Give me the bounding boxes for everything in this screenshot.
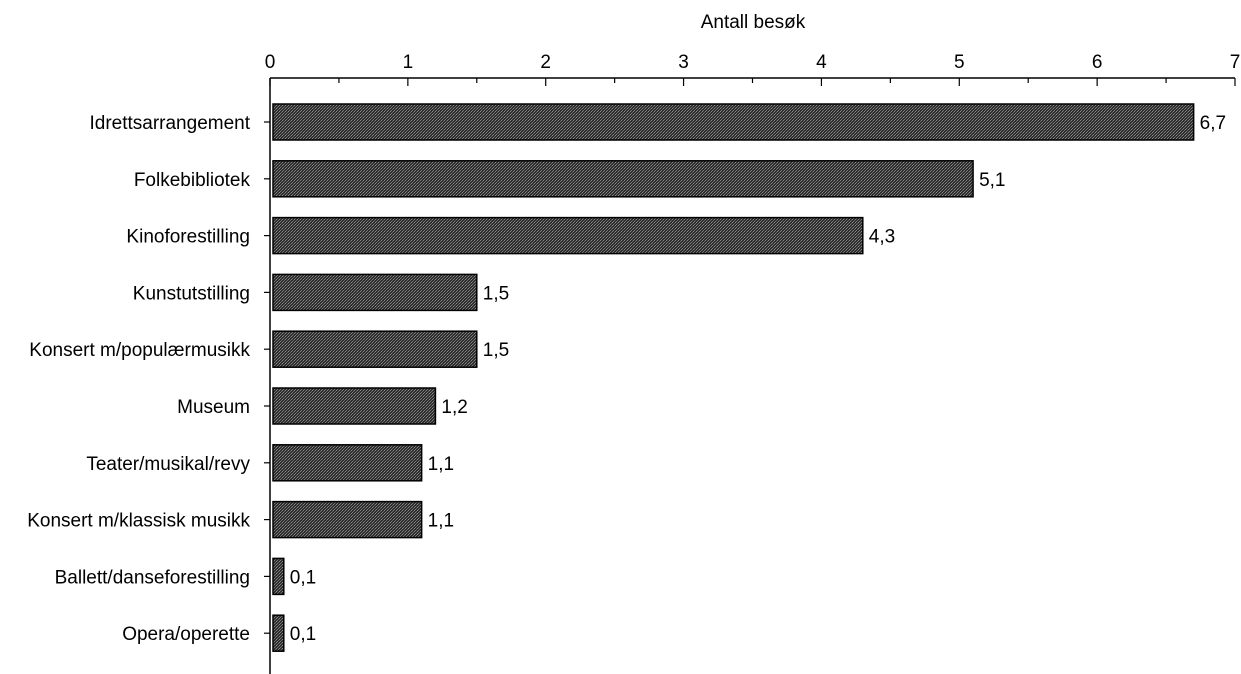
value-label: 0,1 — [290, 624, 316, 645]
value-label: 1,1 — [428, 511, 454, 532]
x-tick-label: 7 — [1230, 52, 1241, 73]
bar — [272, 500, 423, 539]
bar — [272, 216, 864, 255]
x-tick-label: 1 — [403, 52, 414, 73]
x-axis-title: Antall besøk — [701, 12, 806, 33]
bar — [272, 103, 1195, 141]
value-label: 1,5 — [483, 283, 509, 304]
category-label: Teater/musikal/revy — [86, 454, 250, 475]
category-label: Opera/operette — [122, 624, 250, 645]
value-label: 6,7 — [1200, 113, 1226, 134]
bar — [272, 160, 974, 198]
value-label: 5,1 — [979, 170, 1005, 191]
category-label: Kinoforestilling — [126, 227, 250, 248]
x-tick-label: 3 — [678, 52, 689, 73]
category-label: Konsert m/klassisk musikk — [27, 511, 250, 532]
category-label: Konsert m/populærmusikk — [29, 340, 250, 361]
value-label: 1,1 — [428, 454, 454, 475]
bars — [272, 103, 1195, 652]
bar — [272, 330, 478, 368]
value-labels: 6,7 5,1 4,3 1,5 1,5 1,2 1,1 1,1 0,1 0,1 — [290, 113, 1226, 645]
value-label: 4,3 — [869, 227, 895, 248]
value-label: 0,1 — [290, 567, 316, 588]
value-label: 1,5 — [483, 340, 509, 361]
value-label: 1,2 — [441, 397, 467, 418]
category-label: Museum — [177, 397, 250, 418]
bar — [272, 444, 423, 482]
bar — [272, 273, 478, 312]
x-tick-label: 5 — [954, 52, 965, 73]
category-label: Kunstutstilling — [133, 283, 250, 304]
bar — [272, 614, 285, 652]
category-label: Idrettsarrangement — [89, 113, 250, 134]
category-label: Folkebibliotek — [134, 170, 251, 191]
x-tick-label: 0 — [265, 52, 276, 73]
x-tick-label: 4 — [816, 52, 827, 73]
category-label: Ballett/danseforestilling — [55, 567, 250, 588]
bar — [272, 387, 437, 425]
x-tick-label: 6 — [1092, 52, 1103, 73]
bar — [272, 557, 285, 596]
x-tick-label: 2 — [540, 52, 551, 73]
category-labels: Idrettsarrangement Folkebibliotek Kinofore… — [27, 113, 250, 645]
x-axis-ticks: 0 1 2 3 4 5 6 7 — [265, 52, 1241, 86]
